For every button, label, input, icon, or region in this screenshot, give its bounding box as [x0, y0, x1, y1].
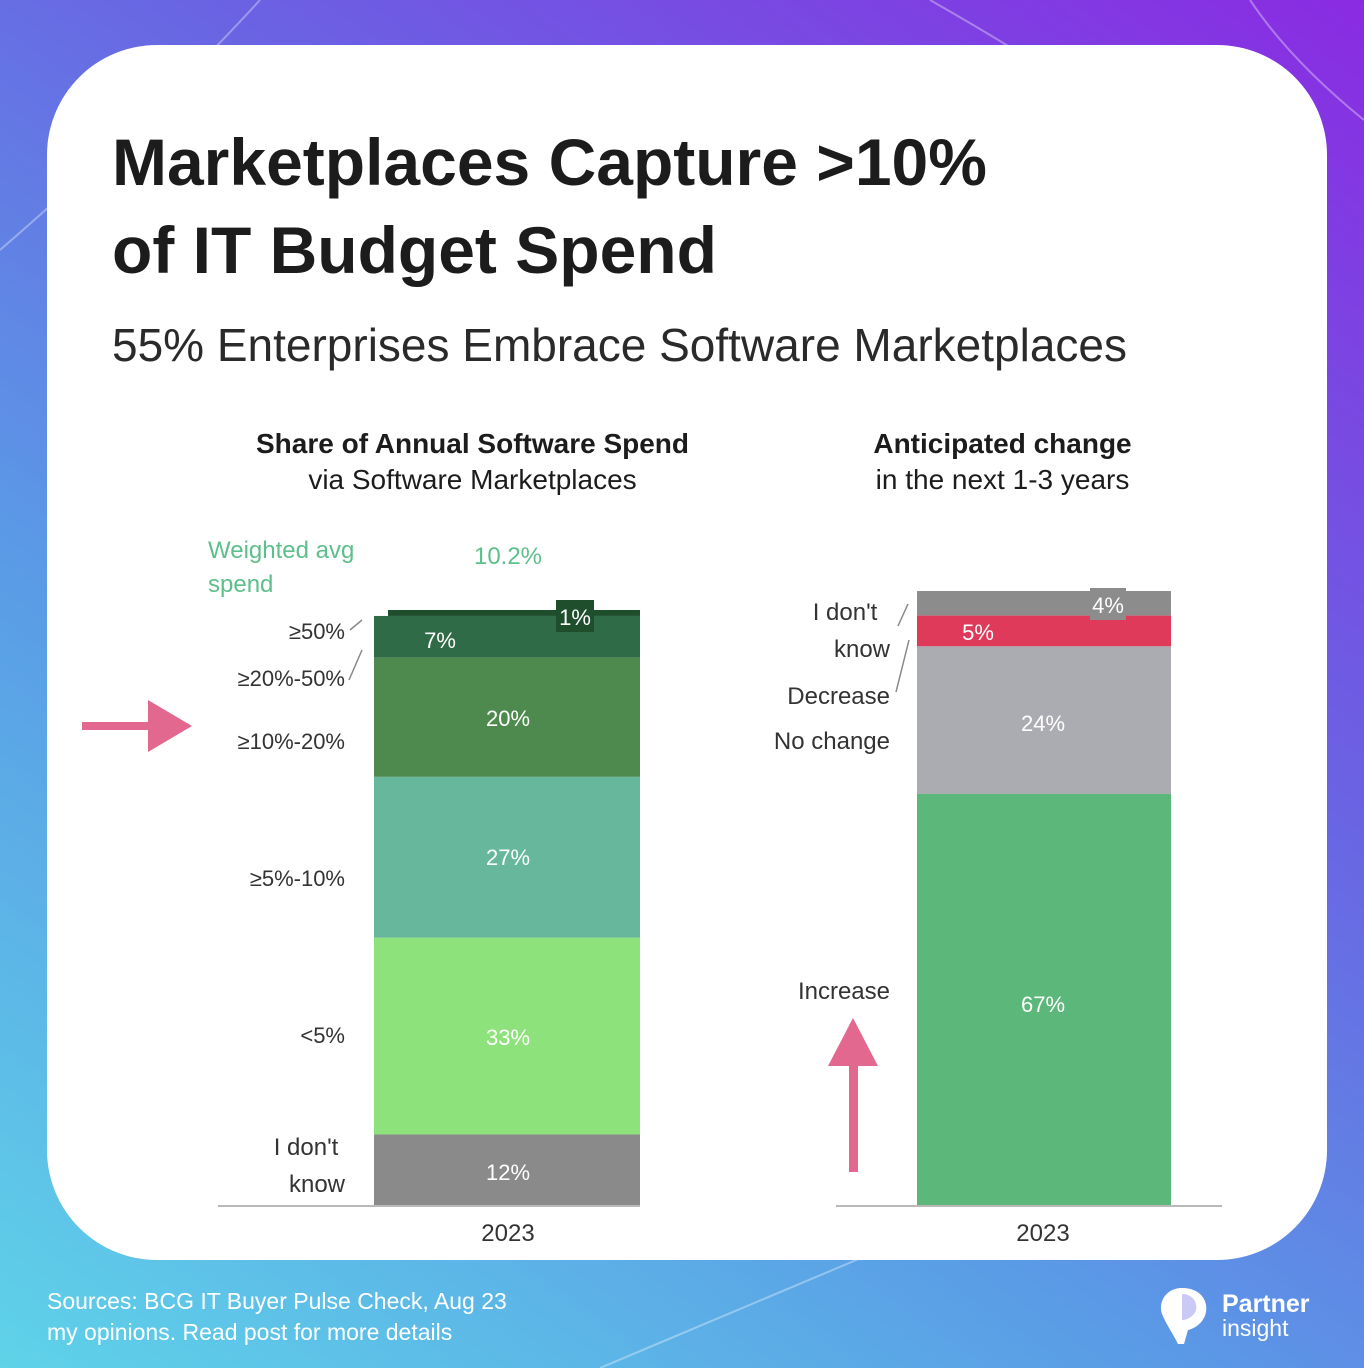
- arrow-up-icon: [828, 1018, 878, 1172]
- brand-name-line-1: Partner: [1222, 1290, 1310, 1318]
- bar-segment-right-dont-know: [917, 591, 1171, 616]
- data-label-5-10: 27%: [486, 845, 530, 870]
- right-chart-title-bold: Anticipated change: [873, 428, 1132, 459]
- category-label-ge50: ≥50%: [289, 619, 345, 644]
- bar-segment-10-20: [374, 657, 640, 777]
- leader-line-ge50: [349, 619, 363, 631]
- category-label-20-50: ≥20%-50%: [238, 666, 345, 691]
- bar-segment-increase: [917, 793, 1171, 1206]
- sources-line-2: my opinions. Read post for more details: [47, 1319, 453, 1345]
- bar-segment-lt5: [374, 937, 640, 1135]
- category-label-right-dont-know-line2: know: [834, 636, 891, 663]
- bar-segment-dont-know: [374, 1134, 640, 1206]
- data-label-decrease: 5%: [962, 620, 994, 645]
- bar-segment-decrease: [917, 615, 1171, 647]
- weighted-avg-label-line2: spend: [208, 571, 273, 598]
- category-label-right-dont-know: I don't know: [813, 599, 891, 663]
- brand-logo: Partner insight: [1152, 1284, 1342, 1354]
- data-label-ge50: 1%: [559, 605, 591, 630]
- left-chart-title-light: via Software Marketplaces: [308, 464, 637, 495]
- category-label-dont-know-line2: know: [289, 1171, 346, 1198]
- bar-segment-ge50: [388, 610, 640, 616]
- left-chart-title: Share of Annual Software Spend via Softw…: [200, 426, 745, 498]
- title-line-2: of IT Budget Spend: [112, 213, 717, 287]
- data-label-right-dont-know: 4%: [1092, 593, 1124, 618]
- category-label-dont-know-line1: I don't: [274, 1134, 339, 1161]
- left-chart: 1% 7% 20% 27% 33% 12% ≥50% ≥20%-50% ≥10%…: [82, 537, 640, 1247]
- weighted-avg-value: 10.2%: [474, 543, 542, 570]
- category-label-dont-know: I don't know: [274, 1134, 346, 1198]
- bar-segment-20-50: [374, 615, 640, 658]
- category-label-decrease: Decrease: [787, 683, 890, 710]
- title-line-1: Marketplaces Capture >10%: [112, 125, 987, 199]
- left-chart-title-bold: Share of Annual Software Spend: [255, 428, 689, 459]
- data-label-lt5: 33%: [486, 1025, 530, 1050]
- category-label-10-20: ≥10%-20%: [238, 729, 345, 754]
- sources-footer: Sources: BCG IT Buyer Pulse Check, Aug 2…: [47, 1286, 507, 1348]
- weighted-avg-label: Weighted avg spend: [208, 537, 361, 598]
- label-box-1pct: [556, 600, 594, 632]
- category-label-right-dont-know-line1: I don't: [813, 599, 878, 626]
- sources-line-1: Sources: BCG IT Buyer Pulse Check, Aug 2…: [47, 1288, 507, 1314]
- page-title: Marketplaces Capture >10% of IT Budget S…: [112, 118, 1262, 294]
- data-label-dont-know: 12%: [486, 1160, 530, 1185]
- x-tick-left-2023: 2023: [481, 1220, 534, 1247]
- category-label-increase: Increase: [798, 978, 890, 1005]
- partner-insight-logo-icon: [1160, 1288, 1207, 1344]
- category-label-5-10: ≥5%-10%: [250, 866, 345, 891]
- bar-segment-no-change: [917, 646, 1171, 794]
- brand-name-line-2: insight: [1222, 1315, 1289, 1341]
- label-box-4pct: [1090, 588, 1126, 620]
- x-tick-right-2023: 2023: [1016, 1220, 1069, 1247]
- data-label-no-change: 24%: [1021, 711, 1065, 736]
- brand-name: Partner insight: [1222, 1290, 1310, 1341]
- leader-line-decrease: [895, 639, 910, 693]
- right-chart-title: Anticipated change in the next 1-3 years: [800, 426, 1205, 498]
- page-subtitle: 55% Enterprises Embrace Software Marketp…: [112, 319, 1127, 371]
- bar-segment-5-10: [374, 776, 640, 938]
- arrow-right-icon: [82, 700, 192, 752]
- leader-line-20-50: [348, 649, 363, 681]
- category-label-no-change: No change: [774, 728, 890, 755]
- right-chart-title-light: in the next 1-3 years: [875, 464, 1130, 495]
- category-label-lt5: <5%: [300, 1023, 345, 1048]
- leader-line-right-dont-know: [897, 603, 909, 627]
- data-label-10-20: 20%: [486, 706, 530, 731]
- data-label-increase: 67%: [1021, 992, 1065, 1017]
- weighted-avg-label-line1: Weighted avg: [208, 537, 354, 564]
- right-chart: 4% 5% 24% 67% I don't know Decrease No c…: [774, 588, 1222, 1247]
- data-label-20-50: 7%: [424, 628, 456, 653]
